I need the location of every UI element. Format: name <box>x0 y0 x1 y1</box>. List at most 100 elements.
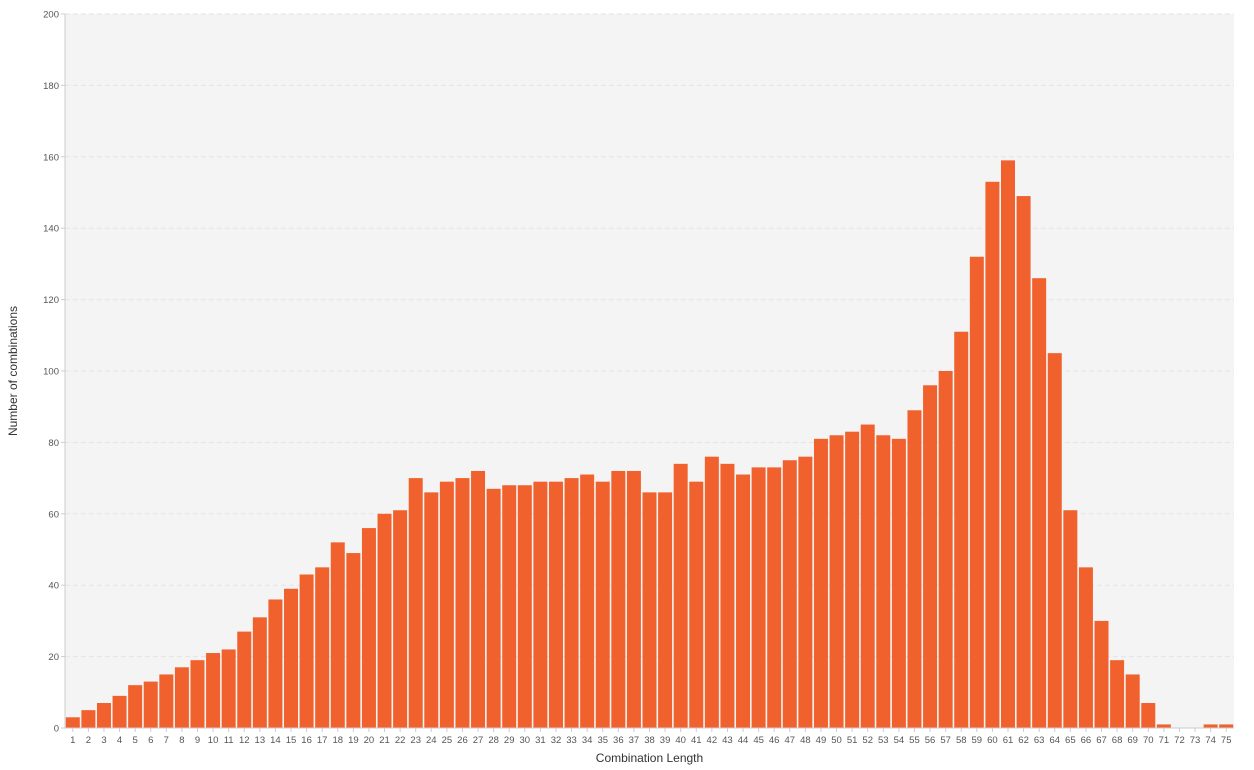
bar <box>658 492 673 728</box>
x-tick-label: 10 <box>208 735 219 746</box>
x-tick-label: 38 <box>644 735 655 746</box>
bar <box>268 599 283 728</box>
x-tick-label: 51 <box>847 735 858 746</box>
bar <box>704 456 719 728</box>
x-tick-label: 26 <box>457 735 468 746</box>
bar <box>907 410 922 728</box>
x-tick-label: 19 <box>348 735 359 746</box>
bar <box>455 478 470 728</box>
bar <box>1094 620 1109 728</box>
bar <box>626 470 641 728</box>
bar <box>564 478 579 728</box>
y-tick-label: 140 <box>43 224 59 235</box>
y-tick-label: 160 <box>43 152 59 163</box>
bar <box>361 528 376 728</box>
x-tick-label: 7 <box>164 735 169 746</box>
x-tick-label: 67 <box>1096 735 1107 746</box>
bar <box>393 510 408 728</box>
x-tick-label: 57 <box>940 735 951 746</box>
bar <box>938 371 953 728</box>
x-tick-label: 4 <box>117 735 122 746</box>
x-tick-label: 1 <box>70 735 75 746</box>
x-tick-label: 13 <box>255 735 266 746</box>
bar <box>891 438 906 728</box>
bar <box>502 485 517 728</box>
bar <box>1047 353 1062 728</box>
x-axis-ticks: 1 2 3 4 5 6 7 8 9 10 11 12 13 14 15 16 17 18 19 20 21 22 23 24 2… <box>70 728 1231 746</box>
x-tick-label: 21 <box>379 735 390 746</box>
x-tick-label: 73 <box>1190 735 1201 746</box>
x-tick-label: 37 <box>629 735 640 746</box>
bar <box>284 588 298 728</box>
x-tick-label: 54 <box>894 735 905 746</box>
x-tick-label: 60 <box>987 735 998 746</box>
x-tick-label: 33 <box>566 735 577 746</box>
bar <box>1063 510 1078 728</box>
y-axis-title: Number of combinations <box>6 306 20 436</box>
x-tick-label: 48 <box>800 735 811 746</box>
bar <box>595 481 610 728</box>
bar <box>81 710 96 728</box>
y-tick-label: 0 <box>54 724 59 735</box>
x-tick-label: 11 <box>224 735 234 746</box>
bar <box>1110 660 1125 728</box>
x-tick-label: 70 <box>1143 735 1154 746</box>
bar <box>159 674 174 728</box>
x-tick-label: 40 <box>675 735 686 746</box>
bar <box>611 470 626 728</box>
x-tick-label: 9 <box>195 735 200 746</box>
bar <box>876 435 891 728</box>
bar <box>346 553 361 728</box>
bar <box>689 481 704 728</box>
bar <box>221 649 236 728</box>
x-tick-label: 39 <box>660 735 671 746</box>
y-tick-label: 180 <box>43 81 59 92</box>
x-tick-label: 55 <box>909 735 920 746</box>
x-tick-label: 72 <box>1174 735 1185 746</box>
x-tick-label: 66 <box>1081 735 1092 746</box>
y-tick-label: 40 <box>48 581 59 592</box>
x-tick-label: 22 <box>395 735 406 746</box>
bar <box>112 695 127 728</box>
bar <box>751 467 766 728</box>
bar <box>985 181 1000 729</box>
bar <box>642 492 657 728</box>
x-tick-label: 16 <box>301 735 312 746</box>
x-tick-label: 46 <box>769 735 780 746</box>
x-tick-label: 64 <box>1049 735 1060 746</box>
x-tick-label: 69 <box>1127 735 1138 746</box>
bar <box>798 456 813 728</box>
x-tick-label: 30 <box>520 735 531 746</box>
bar <box>548 481 563 728</box>
y-axis-ticks: 0 20 40 60 80 100 120 140 160 180 200 <box>43 10 65 735</box>
bar <box>969 256 984 728</box>
x-tick-label: 45 <box>753 735 764 746</box>
x-tick-label: 47 <box>784 735 795 746</box>
bar <box>860 424 875 728</box>
bar <box>829 435 844 728</box>
x-tick-label: 56 <box>925 735 936 746</box>
x-tick-label: 24 <box>426 735 437 746</box>
x-tick-label: 2 <box>86 735 91 746</box>
x-tick-label: 31 <box>535 735 546 746</box>
x-tick-label: 74 <box>1205 735 1216 746</box>
x-axis-title: Combination Length <box>596 751 703 765</box>
x-tick-label: 61 <box>1003 735 1014 746</box>
x-tick-label: 5 <box>132 735 137 746</box>
bar <box>517 485 532 728</box>
x-tick-label: 62 <box>1018 735 1029 746</box>
bar <box>736 474 751 728</box>
bar <box>1016 196 1031 728</box>
y-tick-label: 120 <box>43 295 59 306</box>
bar <box>720 463 735 728</box>
y-tick-label: 200 <box>43 10 59 21</box>
x-tick-label: 58 <box>956 735 967 746</box>
bar <box>813 438 828 728</box>
x-tick-label: 50 <box>831 735 842 746</box>
bar <box>845 431 860 728</box>
bar <box>424 492 439 728</box>
y-tick-label: 80 <box>48 438 59 449</box>
bar <box>65 717 80 728</box>
bar <box>486 488 501 728</box>
